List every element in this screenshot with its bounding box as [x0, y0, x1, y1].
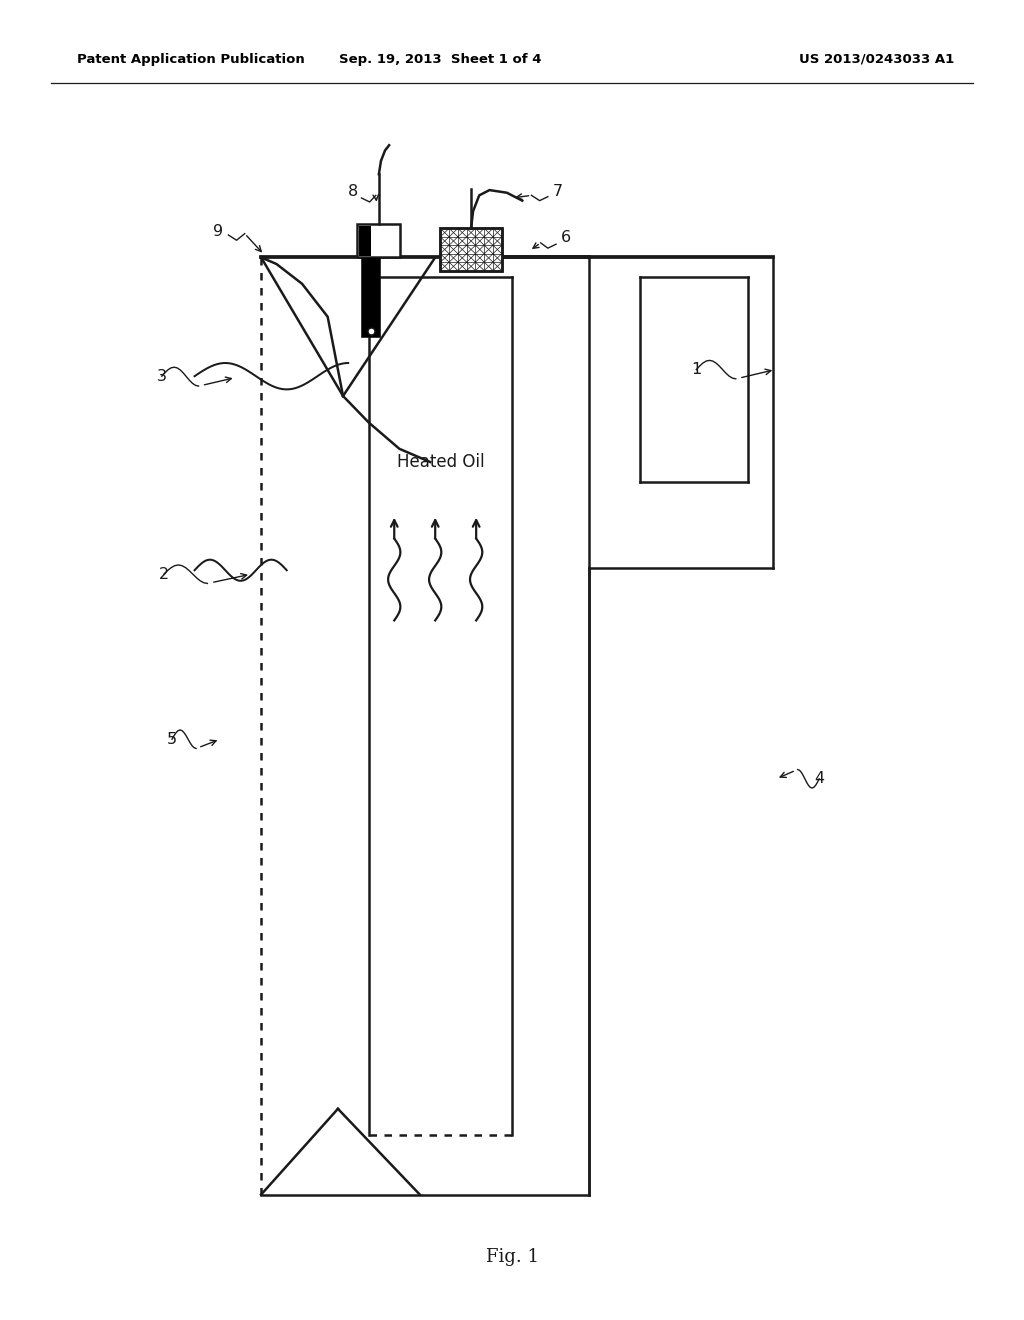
Text: Patent Application Publication: Patent Application Publication: [77, 53, 304, 66]
Text: 5: 5: [167, 731, 177, 747]
Text: 4: 4: [814, 771, 824, 787]
Bar: [440, 228, 502, 271]
Text: US 2013/0243033 A1: US 2013/0243033 A1: [799, 53, 954, 66]
Bar: [357, 224, 400, 257]
Text: 8: 8: [348, 183, 358, 199]
Text: 7: 7: [553, 183, 563, 199]
Text: 9: 9: [213, 223, 223, 239]
Text: 6: 6: [561, 230, 571, 246]
Text: 3: 3: [157, 368, 167, 384]
Bar: [361, 257, 380, 337]
Text: 1: 1: [691, 362, 701, 378]
Bar: [440, 228, 502, 271]
Bar: [359, 226, 372, 256]
Text: Heated Oil: Heated Oil: [396, 453, 484, 471]
Text: Sep. 19, 2013  Sheet 1 of 4: Sep. 19, 2013 Sheet 1 of 4: [339, 53, 542, 66]
Text: 2: 2: [159, 566, 169, 582]
Text: Fig. 1: Fig. 1: [485, 1247, 539, 1266]
